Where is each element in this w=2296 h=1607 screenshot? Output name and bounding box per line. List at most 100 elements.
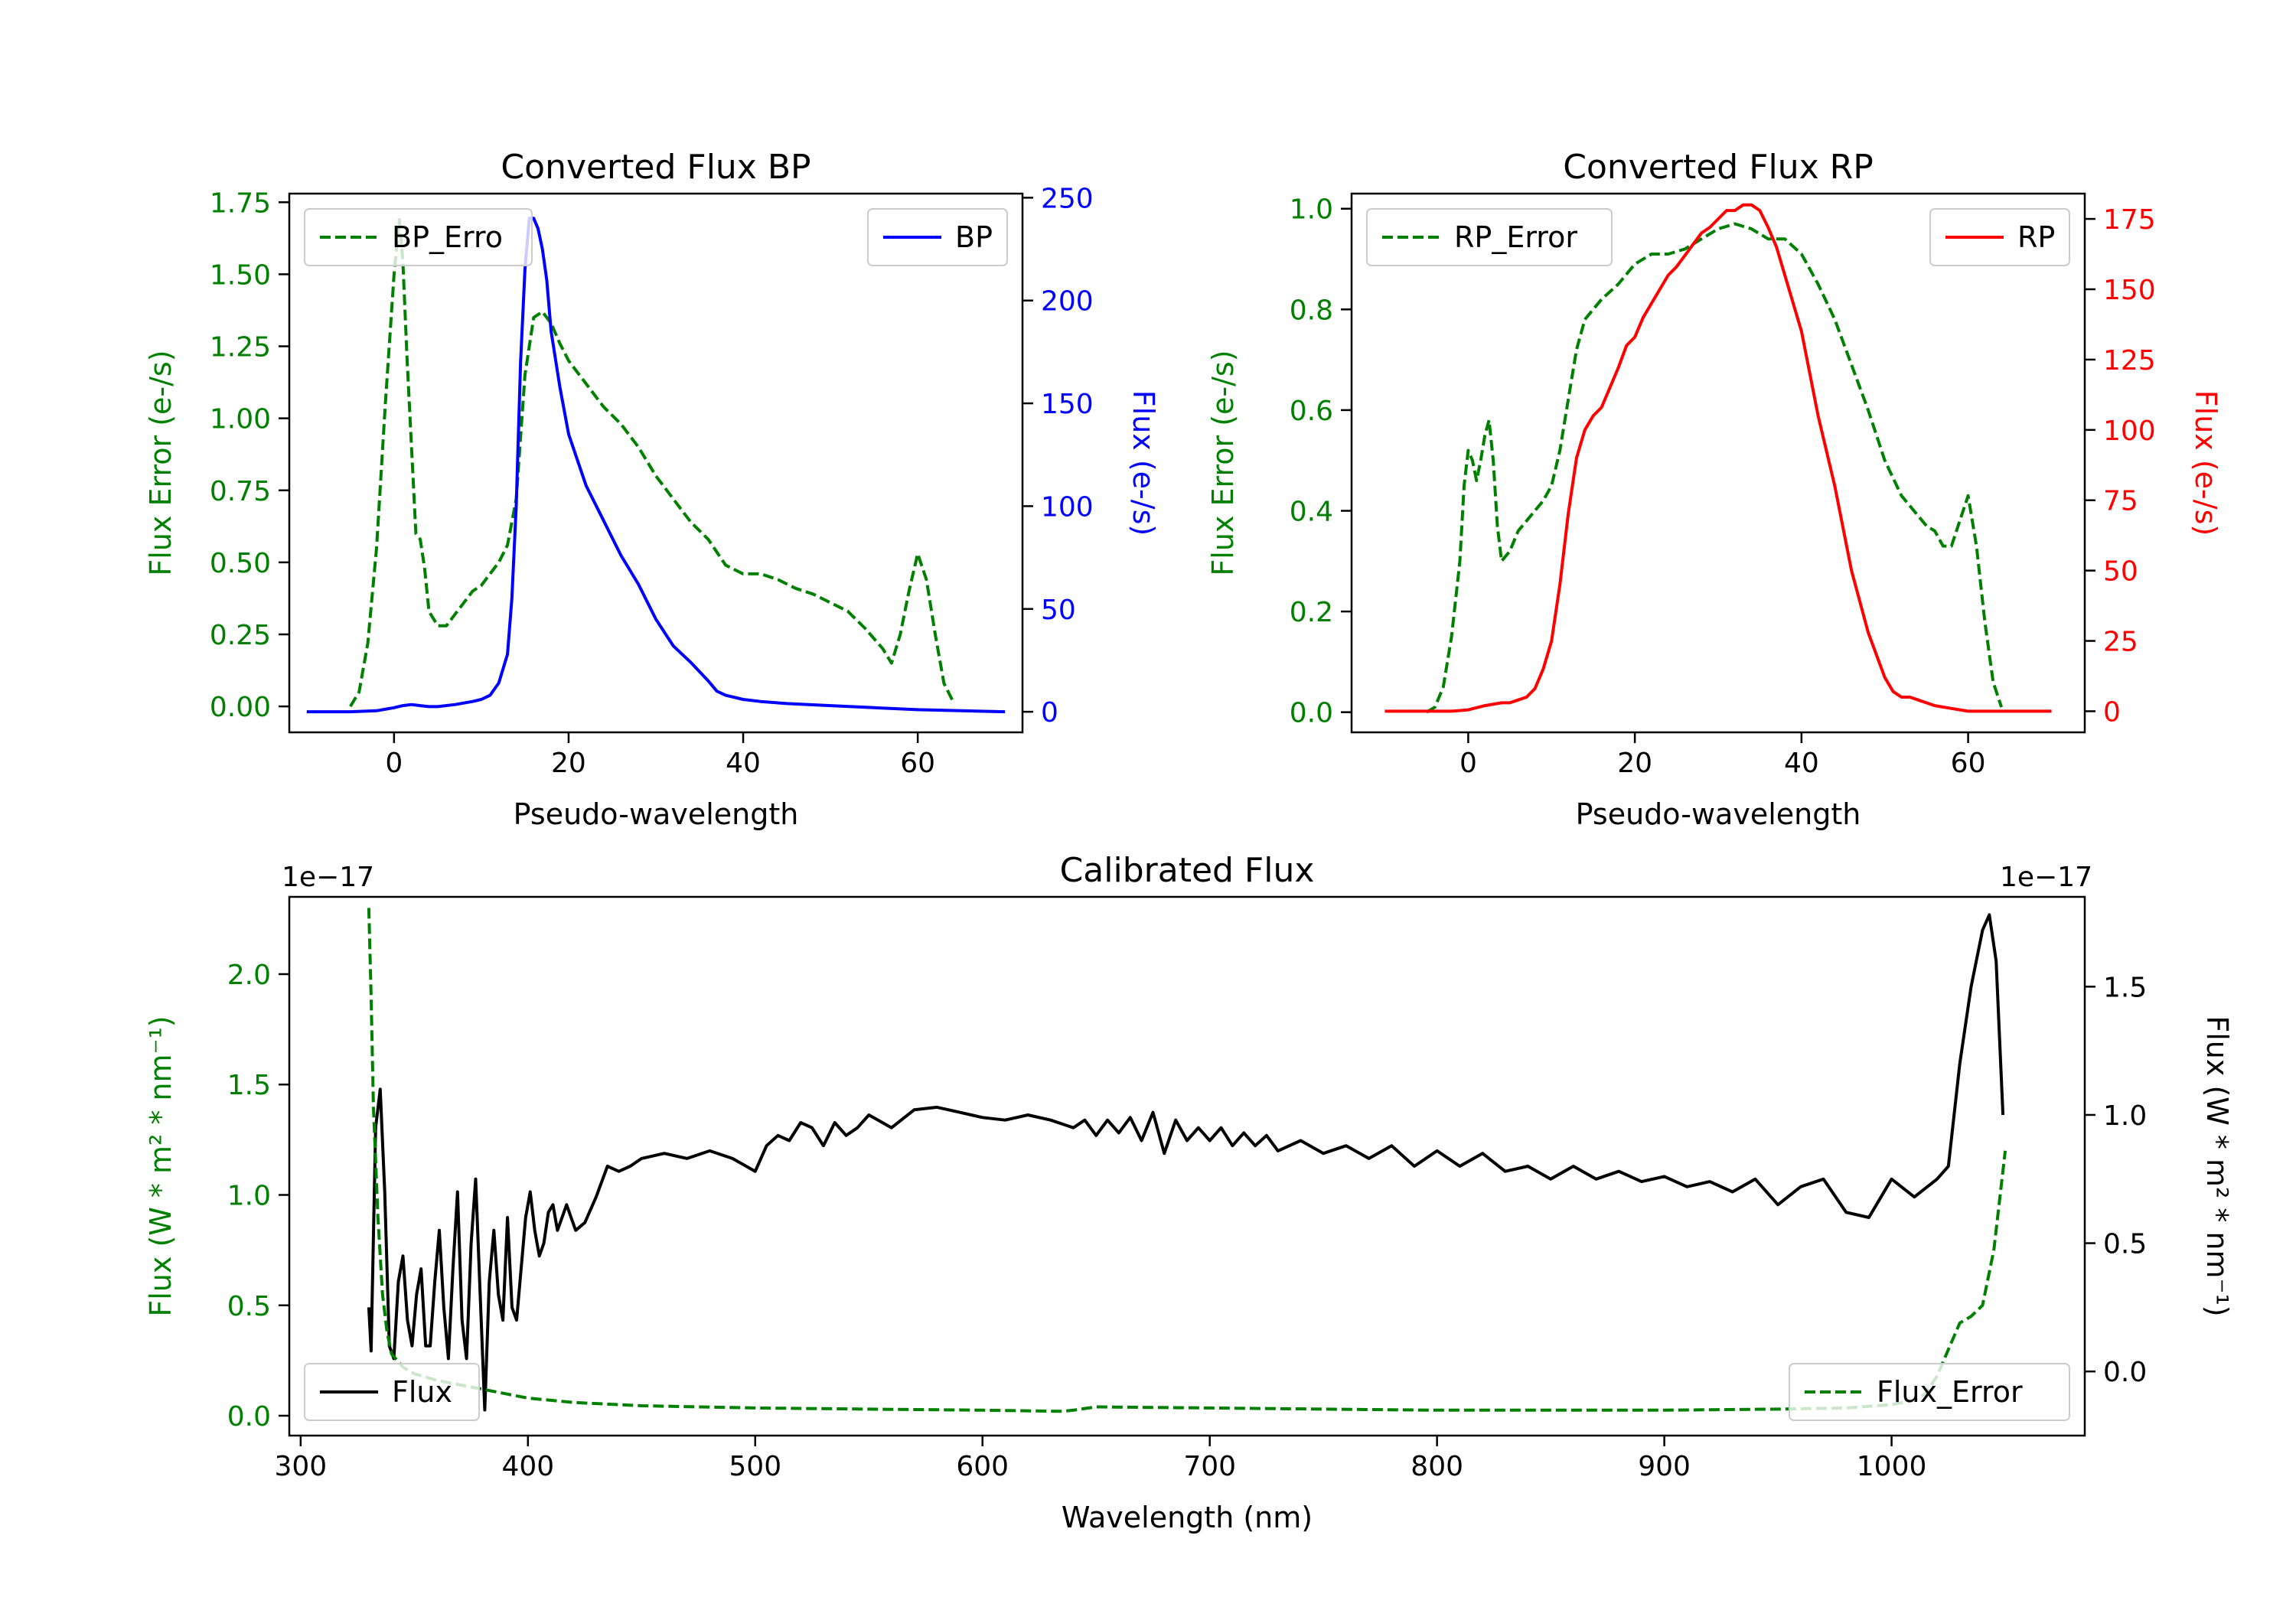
cal-left-y-tick-label: 0.0 [227,1401,271,1433]
cal-legend-flux-error-label: Flux_Error [1877,1375,2023,1409]
rp-right-y-tick-label: 50 [2103,556,2138,588]
cal-left-y-tick-label: 0.5 [227,1291,271,1322]
rp-axes-frame [1350,192,2086,734]
bp-left-y-tick-label: 1.50 [210,259,271,291]
rp-left-y-tick-label: 0.2 [1290,597,1333,628]
bp-series [306,217,1006,714]
bp-x-tick-label: 40 [726,748,761,779]
bp-legend-bp: BP [867,208,1008,266]
cal-legend-flux-box [304,1363,480,1421]
bp-title: Converted Flux BP [501,148,810,187]
bp-right-axis-label: Flux (e-/s) [1127,390,1160,536]
rp-series-rp-error [1425,222,2004,714]
panel-converted-flux-rp: 0 20 40 60 0.0 0.2 0.4 0.6 0.8 1.0 0 25 50 75 100 125 15… [1206,148,2223,831]
rp-right-y-tick-label: 175 [2103,204,2156,236]
bp-series-bp [306,217,1006,714]
cal-legend-flux-label: Flux [392,1375,452,1409]
rp-legend-rp: RP [1929,208,2070,266]
cal-x-axis-label: Wavelength (nm) [1062,1501,1313,1534]
bp-series-bp-error [349,217,954,708]
rp-series-rp [1384,203,2052,713]
rp-right-axis-label: Flux (e-/s) [2189,390,2223,536]
bp-x-tick-label: 60 [900,748,935,779]
bp-right-y-tick-label: 0 [1041,697,1058,729]
rp-ticks: 0 20 40 60 0.0 0.2 0.4 0.6 0.8 1.0 0 25 50 75 100 125 15… [1290,194,2156,779]
bp-right-y-tick-label: 200 [1041,286,1094,318]
rp-x-tick-label: 40 [1784,748,1819,779]
cal-legends: Flux Flux_Error [304,1363,2070,1421]
rp-left-y-tick-label: 0.0 [1290,698,1333,729]
cal-right-offset-label: 1e−17 [2000,862,2092,893]
rp-legend-rp-error-label: RP_Error [1454,220,1577,254]
rp-right-y-tick-label: 125 [2103,345,2156,376]
bp-left-axis-label: Flux Error (e-/s) [144,350,178,575]
cal-x-tick-label: 800 [1411,1451,1463,1482]
rp-right-y-tick-label: 75 [2103,486,2138,517]
bp-x-axis-label: Pseudo-wavelength [514,797,799,831]
bp-ticks: 0 20 40 60 0.00 0.25 0.50 0.75 1.00 1.25 1.50 1.75 0… [210,183,1094,779]
bp-legend-bp-label: BP [955,220,993,254]
rp-right-y-tick-label: 0 [2103,696,2121,728]
bp-legend-bp-error: BP_Erro [304,208,533,266]
cal-axes-frame [288,895,2086,1437]
bp-right-y-tick-label: 250 [1041,183,1094,214]
cal-left-y-tick-label: 1.5 [227,1070,271,1101]
cal-x-tick-label: 600 [956,1451,1009,1482]
rp-legends: RP_Error RP [1366,208,2070,266]
rp-left-y-tick-label: 0.4 [1290,497,1333,528]
rp-legend-rp-label: RP [2017,220,2055,254]
bp-x-tick-label: 20 [551,748,586,779]
bp-left-y-tick-label: 0.00 [210,692,271,723]
cal-right-axis-label: Flux (W * m² * nm⁻¹) [2200,1015,2234,1316]
rp-series [1384,203,2052,714]
bp-legend-bp-error-label: BP_Erro [392,220,503,254]
cal-right-y-tick-label: 1.5 [2103,972,2147,1003]
bp-legends: BP_Erro BP [304,208,1008,266]
cal-right-y-tick-label: 0.5 [2103,1229,2147,1260]
rp-right-y-tick-label: 100 [2103,416,2156,447]
bp-x-tick-label: 0 [385,748,403,779]
rp-right-y-tick-label: 150 [2103,275,2156,306]
rp-right-y-tick-label: 25 [2103,627,2138,658]
bp-legend-bp-error-box [304,208,533,266]
rp-x-tick-label: 60 [1951,748,1986,779]
bp-right-y-tick-label: 50 [1041,595,1076,626]
cal-x-tick-label: 900 [1638,1451,1691,1482]
cal-legend-flux: Flux [304,1363,480,1421]
panel-converted-flux-bp: 0 20 40 60 0.00 0.25 0.50 0.75 1.00 1.25 1.50 1.75 0… [144,148,1160,831]
cal-left-offset-label: 1e−17 [282,862,374,893]
cal-legend-flux-error-box [1789,1363,2070,1421]
rp-x-tick-label: 0 [1459,748,1477,779]
bp-left-y-tick-label: 0.75 [210,476,271,507]
cal-series-flux [367,913,2005,1412]
bp-axes-frame [288,192,1024,734]
cal-x-tick-label: 1000 [1857,1451,1927,1482]
rp-title: Converted Flux RP [1563,148,1874,187]
rp-x-axis-label: Pseudo-wavelength [1576,797,1861,831]
rp-legend-rp-error-box [1366,208,1613,266]
rp-legend-rp-error: RP_Error [1366,208,1613,266]
rp-left-axis-label: Flux Error (e-/s) [1206,350,1240,575]
cal-ticks: 300 400 500 600 700 800 900 1000 0.0 0.5 1.0 1.5 2.0… [227,960,2148,1482]
rp-left-y-tick-label: 0.6 [1290,396,1333,427]
rp-left-y-tick-label: 1.0 [1290,194,1333,226]
rp-left-y-tick-label: 0.8 [1290,295,1333,326]
bp-left-y-tick-label: 1.00 [210,404,271,435]
bp-left-y-tick-label: 0.25 [210,620,271,651]
bp-left-y-tick-label: 0.50 [210,548,271,579]
bp-right-y-tick-label: 150 [1041,389,1094,420]
cal-left-axis-label: Flux (W * m² * nm⁻¹) [144,1015,178,1316]
cal-title: Calibrated Flux [1060,851,1315,890]
cal-x-tick-label: 500 [729,1451,781,1482]
cal-left-y-tick-label: 1.0 [227,1181,271,1212]
cal-x-tick-label: 700 [1183,1451,1236,1482]
cal-legend-flux-error: Flux_Error [1789,1363,2070,1421]
cal-right-y-tick-label: 1.0 [2103,1100,2147,1132]
bp-left-y-tick-label: 1.75 [210,187,271,219]
rp-x-tick-label: 20 [1617,748,1652,779]
bp-left-y-tick-label: 1.25 [210,332,271,363]
cal-left-y-tick-label: 2.0 [227,960,271,991]
cal-x-tick-label: 400 [501,1451,554,1482]
